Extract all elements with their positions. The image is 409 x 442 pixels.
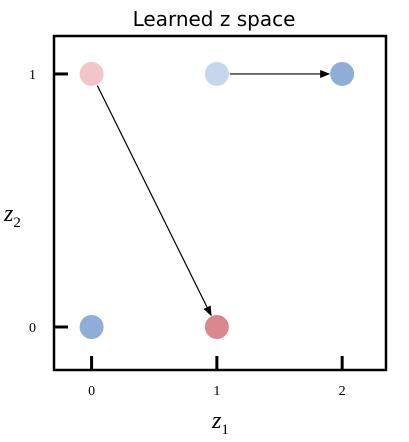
y-tick-label: 0 xyxy=(29,321,36,336)
data-point xyxy=(79,61,104,86)
data-point xyxy=(204,61,229,86)
data-point xyxy=(204,314,229,339)
arrows-layer xyxy=(96,69,331,317)
ticks-layer: 0 1 2 0 1 xyxy=(29,68,346,399)
x-tick-label: 2 xyxy=(339,384,346,399)
data-point xyxy=(330,61,355,86)
points-layer xyxy=(79,61,355,339)
x-axis-label: z1 xyxy=(211,408,229,438)
x-tick-label: 1 xyxy=(213,384,220,399)
y-axis-label-sub: 2 xyxy=(13,215,21,231)
transition-arrow xyxy=(96,85,212,317)
x-axis-label-sub: 1 xyxy=(221,422,229,438)
chart-title: Learned z space xyxy=(133,7,296,31)
x-axis-label-main: z xyxy=(211,408,222,434)
plot-frame xyxy=(52,34,388,372)
y-tick-label: 1 xyxy=(29,68,36,83)
y-axis-label: z2 xyxy=(3,201,21,231)
x-tick-label: 0 xyxy=(88,384,95,399)
y-axis-label-main: z xyxy=(3,201,14,227)
data-point xyxy=(79,314,104,339)
